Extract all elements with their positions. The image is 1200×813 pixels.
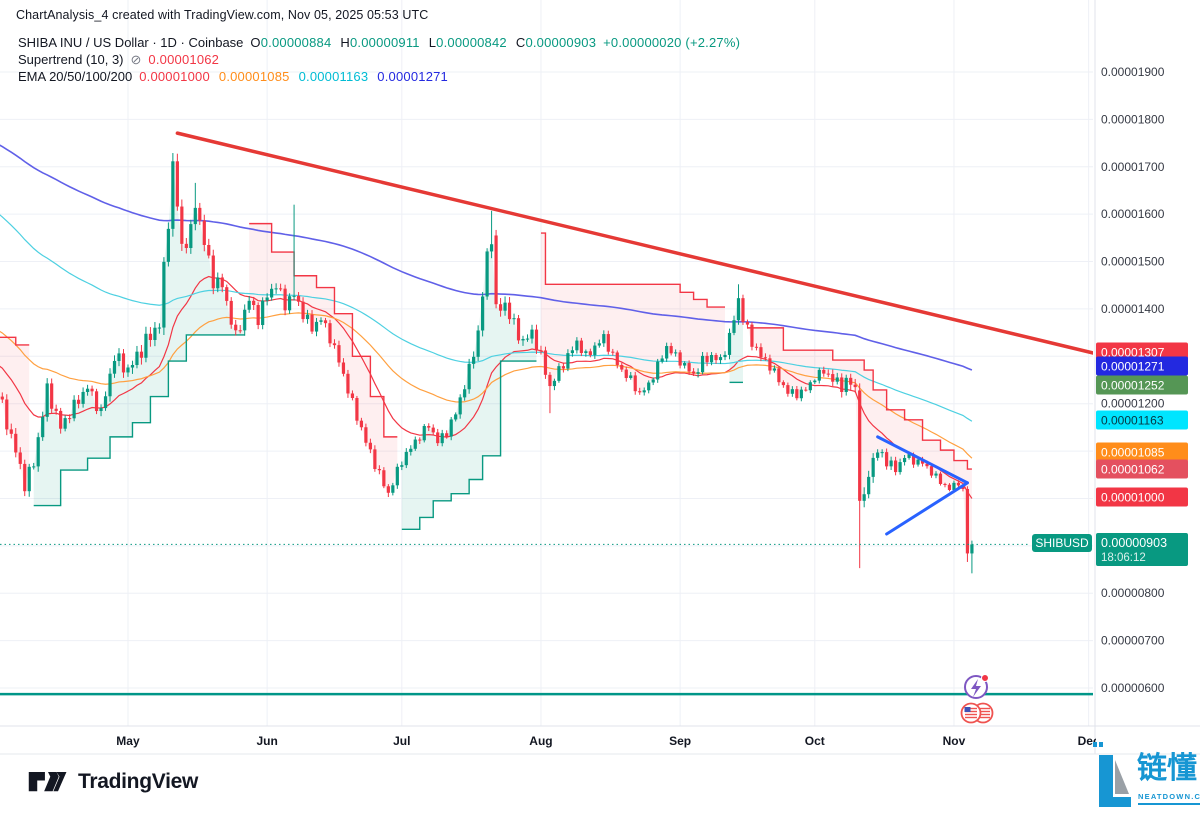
watermark-site-text: NEATDOWN.COM	[1138, 792, 1200, 805]
ema100-price: 0.00001163	[1096, 410, 1188, 430]
ema200-line	[0, 144, 973, 371]
countdown-timer: 18:06:12	[1101, 552, 1146, 564]
legend-symbol-row[interactable]: SHIBA INU / US Dollar · 1D · Coinbase O0…	[18, 34, 740, 51]
svg-text:SHIBUSD: SHIBUSD	[1035, 536, 1089, 550]
hidden-marker-icon[interactable]: ⊘	[130, 51, 142, 67]
legend-ema-row[interactable]: EMA 20/50/100/200 0.00001000 0.00001085 0.…	[18, 68, 740, 85]
supertrend-value: 0.00001062	[148, 52, 220, 67]
time-scale[interactable]: May Jun Jul Aug Sep Oct Nov Dec	[0, 725, 1200, 755]
ema20-price: 0.00001000	[1096, 487, 1188, 507]
series-name-tag: SHIBUSD	[1032, 534, 1092, 552]
chart-legend: SHIBA INU / US Dollar · 1D · Coinbase O0…	[18, 34, 740, 85]
candlesticks[interactable]	[0, 153, 974, 574]
tradingview-mark-icon	[28, 772, 67, 792]
horizontal-lines[interactable]	[0, 543, 1093, 696]
svg-text:0.00000903: 0.00000903	[1101, 536, 1167, 550]
price-tick: 0.00001200	[1101, 397, 1165, 411]
price-tick: 0.00000700	[1101, 634, 1165, 648]
level-price: 0.00001252	[1096, 375, 1188, 395]
price-scale[interactable]: 0.00001900 0.00001800 0.00001700 0.00001600…	[1094, 0, 1188, 754]
tradingview-footer-logo[interactable]: TradingView	[28, 768, 198, 796]
page-title: ChartAnalysis_4 created with TradingView…	[16, 8, 429, 22]
supertrend-price: 0.00001062	[1096, 459, 1188, 479]
ema-value: 0.00001271	[377, 69, 448, 84]
ema50-price: 0.00001085	[1096, 442, 1188, 462]
event-icons[interactable]	[960, 674, 994, 724]
last-price-label: 0.00000903 18:06:12	[1096, 533, 1188, 566]
price-tick: 0.00001600	[1101, 207, 1165, 221]
svg-text:0.00001062: 0.00001062	[1101, 463, 1165, 477]
symbol-title[interactable]: SHIBA INU / US Dollar · 1D · Coinbase	[18, 35, 244, 50]
month-label: May	[116, 734, 140, 748]
ema100-line	[0, 214, 973, 422]
ema200-price: 0.00001271	[1096, 356, 1188, 376]
ema50-line	[0, 312, 973, 459]
ema-value: 0.00001163	[298, 69, 369, 84]
month-label: Oct	[805, 734, 825, 748]
neatdown-logo-icon	[1093, 742, 1131, 807]
svg-text:0.00001307: 0.00001307	[1101, 346, 1165, 360]
price-tick: 0.00001800	[1101, 112, 1165, 126]
supertrend-label[interactable]: Supertrend (10, 3)	[18, 52, 124, 67]
price-tick: 0.00001700	[1101, 160, 1165, 174]
ohlc-h: H0.00000911	[340, 35, 420, 50]
legend-supertrend-row[interactable]: Supertrend (10, 3) ⊘ 0.00001062	[18, 51, 740, 68]
change-value: +0.00000020 (+2.27%)	[603, 35, 741, 50]
neatdown-watermark[interactable]: 链懂 NEATDOWN.COM	[1093, 742, 1200, 810]
price-tick: 0.00001400	[1101, 302, 1165, 316]
alert-dot-icon	[981, 674, 989, 682]
ema-label[interactable]: EMA 20/50/100/200	[18, 69, 133, 84]
svg-text:0.00001271: 0.00001271	[1101, 360, 1165, 374]
ohlc-l: L0.00000842	[428, 35, 507, 50]
us-flag-icon	[960, 702, 982, 724]
trendline[interactable]	[175, 131, 1093, 355]
month-label: Sep	[669, 734, 691, 748]
ema-value: 0.00001000	[139, 69, 210, 84]
price-tick: 0.00001500	[1101, 255, 1165, 269]
month-label: Aug	[529, 734, 552, 748]
price-tick: 0.00001900	[1101, 65, 1165, 79]
tradingview-wordmark: TradingView	[78, 770, 199, 793]
svg-text:0.00001252: 0.00001252	[1101, 379, 1165, 393]
ohlc-c: C0.00000903	[515, 35, 597, 50]
month-label: Jun	[256, 734, 277, 748]
triangle-pattern[interactable]	[876, 435, 969, 536]
month-label: Jul	[393, 734, 410, 748]
ohlc-values: O0.00000884 H0.00000911 L0.00000842 C0.0000…	[250, 35, 596, 50]
price-tick: 0.00000800	[1101, 586, 1165, 600]
month-label: Nov	[943, 734, 966, 748]
svg-text:0.00001163: 0.00001163	[1101, 414, 1164, 428]
ema-value: 0.00001085	[218, 69, 290, 84]
supertrend-lines[interactable]	[0, 222, 972, 530]
svg-text:0.00001000: 0.00001000	[1101, 491, 1165, 505]
ema-values: 0.00001000 0.00001085 0.00001163 0.00001271	[139, 69, 448, 84]
ohlc-o: O0.00000884	[250, 35, 332, 50]
price-tick: 0.00000600	[1101, 681, 1165, 695]
watermark-cn-text: 链懂	[1137, 752, 1197, 785]
svg-text:0.00001085: 0.00001085	[1101, 446, 1165, 460]
